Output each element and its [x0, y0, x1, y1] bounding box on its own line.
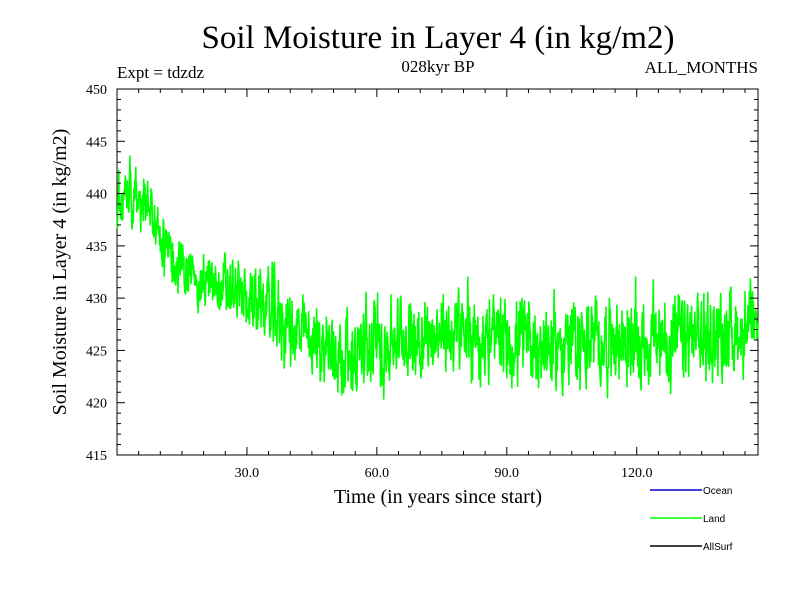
period-label: 028kyr BP — [401, 57, 474, 76]
plot-frame — [116, 88, 759, 456]
legend-label-ocean: Ocean — [703, 486, 732, 497]
y-tick-label: 415 — [86, 449, 107, 464]
y-tick-label: 425 — [86, 344, 107, 359]
chart-title: Soil Moisture in Layer 4 (in kg/m2) — [202, 20, 675, 56]
legend: Ocean Land AllSurf — [650, 486, 733, 553]
x-tick-label: 60.0 — [365, 466, 390, 481]
y-tick-label: 445 — [86, 135, 107, 150]
tick-layer — [117, 88, 758, 456]
line-layer — [116, 155, 759, 400]
y-tick-label: 440 — [86, 188, 107, 203]
y-tick-labels: 415 420 425 430 435 440 445 450 — [86, 83, 107, 464]
plot-area — [116, 88, 759, 456]
y-tick-label: 420 — [86, 397, 107, 412]
land-series-line — [116, 155, 759, 400]
legend-label-allsurf: AllSurf — [703, 542, 733, 553]
x-tick-label: 30.0 — [235, 466, 260, 481]
y-axis-label: Soil Moisture in Layer 4 (in kg/m2) — [49, 129, 71, 416]
y-tick-label: 430 — [86, 292, 107, 307]
y-tick-label: 450 — [86, 83, 107, 98]
x-tick-label: 120.0 — [621, 466, 653, 481]
x-axis-label: Time (in years since start) — [334, 486, 542, 508]
legend-label-land: Land — [703, 514, 725, 525]
y-tick-label: 435 — [86, 240, 107, 255]
months-label: ALL_MONTHS — [645, 58, 758, 77]
x-tick-label: 90.0 — [495, 466, 520, 481]
x-tick-labels: 30.0 60.0 90.0 120.0 — [235, 466, 653, 481]
experiment-label: Expt = tdzdz — [117, 63, 204, 82]
